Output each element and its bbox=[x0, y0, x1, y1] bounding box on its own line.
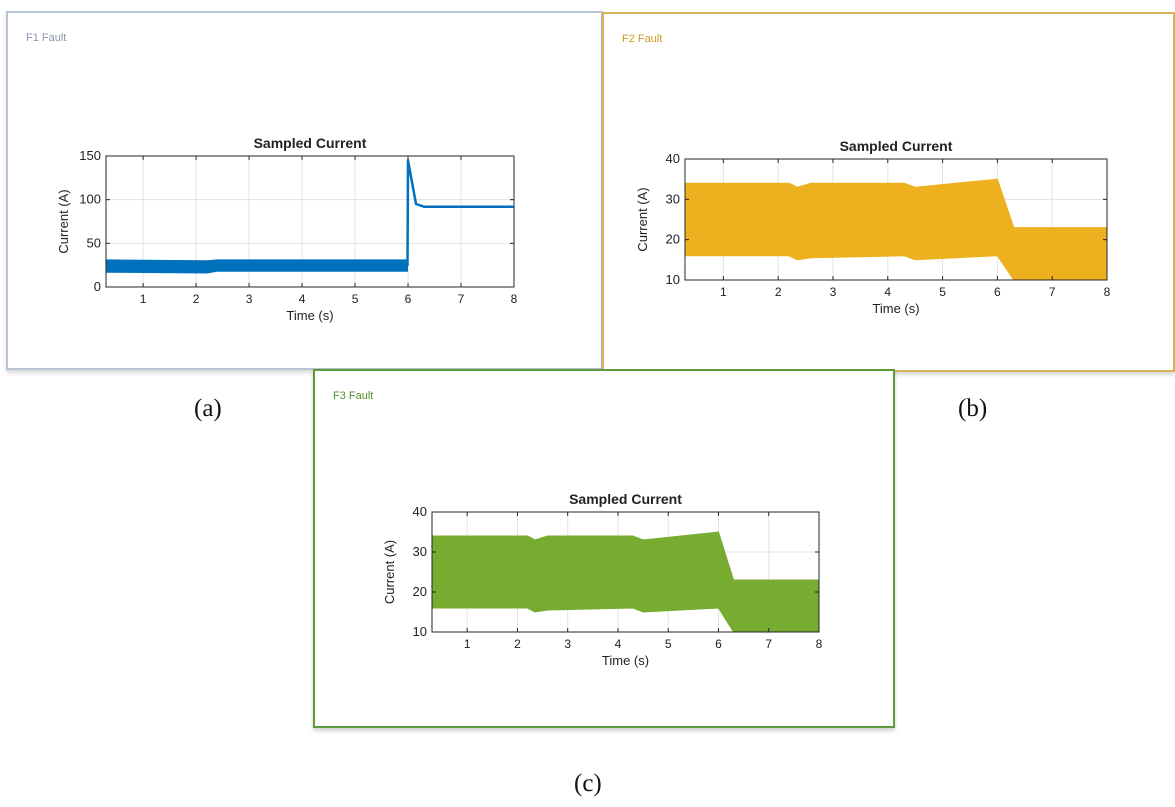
x-tick-label: 7 bbox=[1049, 285, 1056, 299]
y-tick-label: 40 bbox=[666, 151, 680, 166]
x-tick-label: 7 bbox=[458, 292, 465, 306]
panel-title: F2 Fault bbox=[622, 33, 663, 45]
x-tick-label: 5 bbox=[352, 292, 359, 306]
x-tick-label: 3 bbox=[564, 637, 571, 651]
chart-title: Sampled Current bbox=[254, 135, 367, 151]
x-tick-label: 8 bbox=[511, 292, 518, 306]
axes-box bbox=[684, 158, 1108, 281]
y-tick-label: 10 bbox=[413, 624, 427, 639]
x-tick-label: 5 bbox=[665, 637, 672, 651]
y-tick-label: 10 bbox=[666, 272, 680, 287]
x-axis-label: Time (s) bbox=[286, 308, 333, 323]
panel-f1-fault: F1 Fault 1 2 3 4 5 6 7 8 0 50 100 150 Sampled Curren… bbox=[6, 11, 603, 370]
y-tick-label: 30 bbox=[666, 191, 680, 206]
y-axis-label: Current (A) bbox=[382, 540, 397, 604]
y-tick-label: 0 bbox=[94, 279, 101, 294]
sampled-current-chart: 1 2 3 4 5 6 7 8 10 20 30 40 Sampled Current Time (s) C… bbox=[382, 491, 823, 668]
y-axis-label: Current (A) bbox=[56, 189, 71, 253]
panel-title: F1 Fault bbox=[26, 32, 67, 44]
x-tick-label: 6 bbox=[405, 292, 412, 306]
x-tick-label: 3 bbox=[830, 285, 837, 299]
y-tick-label: 150 bbox=[79, 148, 101, 163]
x-tick-label: 8 bbox=[816, 637, 823, 651]
x-tick-label: 2 bbox=[775, 285, 782, 299]
panel-f3-fault: F3 Fault 1 2 3 4 5 6 7 8 10 20 30 40 Sampled Current… bbox=[313, 369, 895, 728]
x-tick-label: 8 bbox=[1104, 285, 1111, 299]
y-tick-label: 50 bbox=[87, 235, 101, 250]
x-tick-label: 1 bbox=[464, 637, 471, 651]
x-tick-label: 4 bbox=[615, 637, 622, 651]
y-tick-label: 100 bbox=[79, 192, 101, 207]
y-tick-label: 20 bbox=[666, 232, 680, 247]
x-axis-label: Time (s) bbox=[602, 653, 649, 668]
x-axis-label: Time (s) bbox=[872, 301, 919, 316]
x-tick-label: 6 bbox=[715, 637, 722, 651]
current-line bbox=[406, 159, 514, 267]
x-tick-label: 1 bbox=[140, 292, 147, 306]
caption-c: (c) bbox=[574, 770, 602, 797]
caption-b: (b) bbox=[958, 395, 988, 422]
x-tick-label: 3 bbox=[246, 292, 253, 306]
caption-a: (a) bbox=[194, 395, 222, 422]
sampled-current-chart: 1 2 3 4 5 6 7 8 10 20 30 40 Sampled Current Time (s) C… bbox=[635, 138, 1111, 316]
chart-title: Sampled Current bbox=[840, 138, 953, 154]
chart-title: Sampled Current bbox=[569, 491, 682, 507]
axes-box bbox=[105, 155, 515, 288]
x-tick-label: 6 bbox=[994, 285, 1001, 299]
axes-box bbox=[431, 511, 820, 633]
x-tick-label: 7 bbox=[765, 637, 772, 651]
x-tick-label: 4 bbox=[884, 285, 891, 299]
x-tick-label: 2 bbox=[514, 637, 521, 651]
x-tick-label: 5 bbox=[939, 285, 946, 299]
x-tick-label: 4 bbox=[299, 292, 306, 306]
y-tick-label: 30 bbox=[413, 544, 427, 559]
y-tick-label: 40 bbox=[413, 504, 427, 519]
sampled-current-chart: 1 2 3 4 5 6 7 8 0 50 100 150 Sampled Current Time (s)… bbox=[56, 135, 518, 323]
x-tick-label: 2 bbox=[193, 292, 200, 306]
current-band bbox=[105, 259, 408, 274]
x-tick-label: 1 bbox=[720, 285, 727, 299]
panel-title: F3 Fault bbox=[333, 390, 374, 402]
y-tick-label: 20 bbox=[413, 584, 427, 599]
y-axis-label: Current (A) bbox=[635, 187, 650, 251]
panel-f2-fault: F2 Fault 1 2 3 4 5 6 7 8 10 20 30 40 Sampled Current… bbox=[602, 12, 1175, 372]
